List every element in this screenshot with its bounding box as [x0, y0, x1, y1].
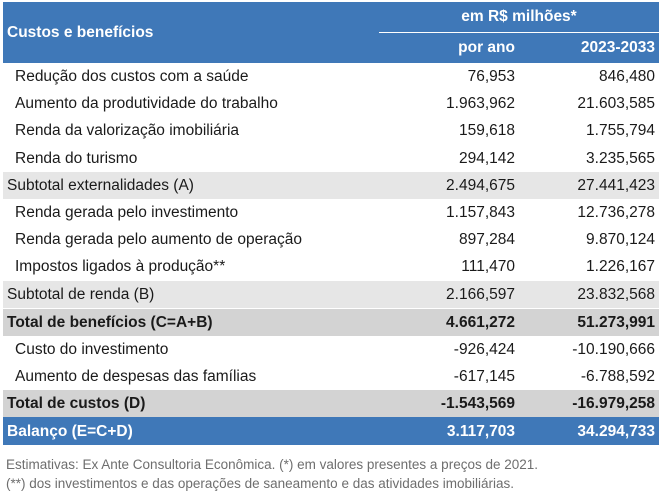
value-period: -10.190,666	[572, 340, 655, 358]
row-label: Subtotal externalidades (A)	[3, 171, 379, 199]
table-header-row: Custos e benefícios em R$ milhões*	[3, 2, 659, 63]
row-label: Aumento da produtividade do trabalho	[15, 95, 278, 113]
footnote-source: Estimativas: Ex Ante Consultoria Econômi…	[6, 456, 539, 472]
value-per-year: 2.166,597	[379, 280, 519, 309]
value-period: 12.736,278	[577, 204, 655, 222]
value-period: 51.273,991	[519, 307, 659, 336]
table-row: Aumento da produtividade do trabalho 1.9…	[3, 90, 659, 117]
table-row: Custo do investimento -926,424 -10.190,6…	[3, 336, 659, 363]
table-row: Renda da valorização imobiliária 159,618…	[3, 117, 659, 144]
value-per-year: -617,145	[453, 368, 515, 386]
total-benefits-row: Total de benefícios (C=A+B) 4.661,272 51…	[3, 307, 659, 336]
balance-row: Balanço (E=C+D) 3.117,703 34.294,733	[3, 417, 659, 445]
value-per-year: 4.661,272	[379, 307, 519, 336]
cost-benefit-table: Custos e benefícios em R$ milhões* por a…	[3, 2, 659, 445]
value-per-year: 3.117,703	[379, 417, 519, 445]
value-per-year: -1.543,569	[379, 390, 519, 418]
table-row: Renda gerada pelo aumento de operação 89…	[3, 226, 659, 253]
value-period: 34.294,733	[519, 417, 659, 445]
footnotes: Estimativas: Ex Ante Consultoria Econômi…	[3, 455, 659, 493]
value-period: 27.441,423	[519, 171, 659, 199]
value-per-year: -926,424	[453, 340, 515, 358]
subtotal-row: Subtotal de renda (B) 2.166,597 23.832,5…	[3, 280, 659, 309]
value-period: 846,480	[598, 68, 655, 86]
row-label: Renda da valorização imobiliária	[15, 122, 240, 140]
value-period: 21.603,585	[577, 95, 655, 113]
value-per-year: 1.963,962	[446, 95, 515, 113]
row-label: Total de benefícios (C=A+B)	[3, 307, 379, 336]
row-label: Custo do investimento	[15, 340, 169, 358]
value-per-year: 159,618	[458, 122, 515, 140]
value-period: 23.832,568	[519, 280, 659, 309]
value-period: 1.226,167	[586, 258, 655, 276]
row-label: Impostos ligados à produção**	[15, 258, 226, 276]
row-label: Redução dos custos com a saúde	[15, 68, 249, 86]
row-label: Renda do turismo	[15, 149, 138, 167]
value-period: -16.979,258	[519, 390, 659, 418]
value-per-year: 897,284	[458, 231, 515, 249]
row-label: Balanço (E=C+D)	[3, 417, 379, 445]
value-period: 3.235,565	[586, 149, 655, 167]
row-label: Aumento de despesas das famílias	[15, 368, 257, 386]
value-period: -6.788,592	[580, 368, 655, 386]
table-row: Renda gerada pelo investimento 1.157,843…	[3, 199, 659, 226]
row-label: Renda gerada pelo investimento	[15, 204, 239, 222]
value-period: 9.870,124	[586, 231, 655, 249]
total-costs-row: Total de custos (D) -1.543,569 -16.979,2…	[3, 390, 659, 418]
subtotal-row: Subtotal externalidades (A) 2.494,675 27…	[3, 171, 659, 199]
table-subheader-row: por ano 2023-2033	[3, 32, 659, 63]
value-per-year: 111,470	[461, 258, 515, 276]
unit-label: em R$ milhões*	[379, 2, 659, 33]
row-label: Total de custos (D)	[3, 390, 379, 418]
row-label: Subtotal de renda (B)	[3, 280, 379, 309]
table-row: Redução dos custos com a saúde 76,953 84…	[3, 63, 659, 90]
value-period: 1.755,794	[586, 122, 655, 140]
value-per-year: 294,142	[458, 149, 515, 167]
column-header-per-year: por ano	[379, 32, 519, 63]
value-per-year: 2.494,675	[379, 171, 519, 199]
cost-benefit-table-container: Custos e benefícios em R$ milhões* por a…	[3, 2, 659, 493]
row-label: Renda gerada pelo aumento de operação	[15, 231, 302, 249]
table-title: Custos e benefícios	[3, 2, 379, 63]
value-per-year: 76,953	[467, 68, 515, 86]
table-row: Renda do turismo 294,142 3.235,565	[3, 145, 659, 172]
table-row: Impostos ligados à produção** 111,470 1.…	[3, 253, 659, 280]
footnote-detail: (**) dos investimentos e das operações d…	[6, 475, 515, 491]
column-header-period: 2023-2033	[519, 32, 659, 63]
value-per-year: 1.157,843	[446, 204, 515, 222]
table-row: Aumento de despesas das famílias -617,14…	[3, 363, 659, 390]
